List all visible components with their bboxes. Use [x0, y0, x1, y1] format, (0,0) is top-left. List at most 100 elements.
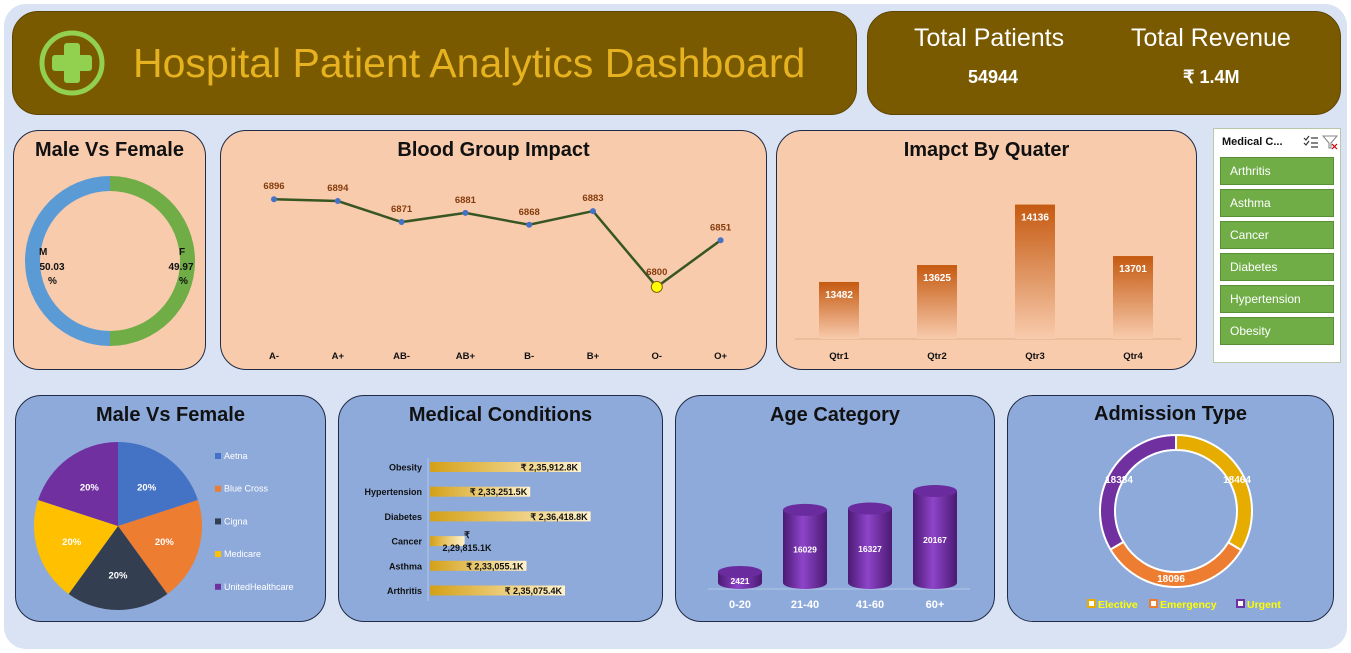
blood-data-label: 6896 [263, 181, 284, 192]
conditions-bar [430, 585, 566, 596]
admission-legend-swatch [1236, 599, 1245, 608]
insurance-pie-chart: 20% 20% 20% 20% 20% Aetna Blue Cross Cigna Medic… [34, 442, 294, 610]
slicer-item-obesity[interactable]: Obesity [1220, 317, 1334, 345]
age-tick-label: 60+ [926, 599, 945, 611]
conditions-chart: Obesity ₹ 2,35,912.8K Hypertension ₹ 2,33,2… [364, 458, 591, 601]
blood-point [650, 280, 663, 293]
slicer-item-arthritis[interactable]: Arthritis [1220, 157, 1334, 185]
age-data-label: 16327 [858, 544, 882, 554]
blood-point [590, 208, 596, 215]
conditions-panel: Medical Conditions Obesity ₹ 2,35,912.8K H… [338, 395, 663, 622]
blood-data-label: 6800 [646, 267, 667, 278]
pie-legend-label: Aetna [224, 451, 248, 461]
gender-donut-panel: Male Vs Female M 50.03 % F 49.97 % [13, 130, 206, 370]
conditions-bar [430, 536, 465, 547]
age-cylinder-top [783, 503, 827, 516]
quarter-bar [1113, 256, 1153, 339]
admission-panel: Admission Type 18464 18096 18384 Elective Em… [1007, 395, 1334, 622]
admission-data-label: 18384 [1105, 475, 1133, 486]
admission-slice [1175, 433, 1253, 552]
admission-chart: 18464 18096 18384 Elective Emergency Urgent [1087, 433, 1281, 611]
age-data-label: 2421 [731, 576, 750, 586]
pie-legend-swatch [215, 518, 221, 525]
age-data-label: 16029 [793, 544, 817, 554]
slicer-item-asthma[interactable]: Asthma [1220, 189, 1334, 217]
conditions-tick-label: Asthma [389, 561, 423, 571]
conditions-tick-label: Diabetes [384, 512, 422, 522]
pie-data-label: 20% [137, 483, 157, 494]
pie-data-label: 20% [80, 483, 100, 494]
quarter-bar [1015, 204, 1055, 339]
total-patients-label: Total Patients [914, 24, 1065, 52]
age-tick-label: 0-20 [729, 599, 751, 611]
blood-data-label: 6881 [455, 195, 477, 206]
conditions-bar [430, 511, 591, 522]
quarter-panel: Imapct By Quater 13482 Qtr1 13625 Qtr2 14136… [776, 130, 1197, 370]
conditions-title: Medical Conditions [408, 404, 593, 426]
blood-group-chart: 6896 A- 6894 A+ 6871 AB- 6881 AB+ 6868 B- 6883 B+ 68… [263, 181, 731, 362]
conditions-bar [430, 560, 527, 571]
insurance-panel: Male Vs Female 20% 20% 20% 20% 20% Aetna Blue … [15, 395, 326, 622]
pie-legend-label: Cigna [224, 516, 248, 526]
blood-data-label: 6868 [519, 207, 540, 218]
admission-legend-label: Urgent [1247, 599, 1281, 611]
pie-legend-label: Blue Cross [224, 484, 269, 494]
blood-tick-label: A+ [332, 351, 345, 362]
age-title: Age Category [769, 404, 901, 426]
donut-slice-female [110, 176, 195, 346]
slicer-item-hypertension[interactable]: Hypertension [1220, 285, 1334, 313]
quarter-data-label: 14136 [1021, 213, 1049, 224]
admission-legend-swatch [1087, 599, 1096, 608]
pie-legend-label: UnitedHealthcare [224, 582, 294, 592]
conditions-bar [430, 486, 531, 497]
blood-tick-label: O- [652, 351, 663, 362]
pie-legend-swatch [215, 453, 221, 459]
blood-point [526, 221, 533, 228]
quarter-tick-label: Qtr4 [1123, 351, 1143, 362]
age-cylinder-body [783, 509, 827, 589]
conditions-data-label: ₹ 2,33,055.1K [466, 561, 524, 571]
quarter-data-label: 13701 [1119, 264, 1147, 275]
age-panel: Age Category 2421 0-20 16029 21-40 16327 41-6… [675, 395, 995, 622]
quarter-bar [819, 281, 859, 339]
slicer-item-diabetes[interactable]: Diabetes [1220, 253, 1334, 281]
blood-point [334, 198, 341, 205]
conditions-data-label: ₹ [464, 530, 470, 540]
total-revenue-label: Total Revenue [1131, 24, 1291, 52]
donut-slice-male [25, 176, 110, 346]
conditions-data-label: ₹ 2,36,418.8K [530, 512, 588, 522]
blood-point [462, 209, 469, 216]
age-chart: 2421 0-20 16029 21-40 16327 41-60 20167 60+ [708, 485, 970, 611]
admission-legend-swatch [1149, 599, 1158, 608]
donut-label-f-unit: % [179, 276, 188, 287]
quarter-data-label: 13625 [923, 273, 951, 284]
multi-select-icon[interactable] [1303, 135, 1319, 149]
admission-data-label: 18096 [1157, 574, 1185, 585]
age-cylinder-body [913, 491, 957, 589]
donut-label-f-value: 49.97 [168, 262, 193, 273]
conditions-tick-label: Hypertension [364, 487, 422, 497]
pie-slice [68, 526, 168, 610]
clear-filter-icon[interactable] [1322, 134, 1338, 150]
slicer-item-cancer[interactable]: Cancer [1220, 221, 1334, 249]
age-tick-label: 41-60 [856, 599, 884, 611]
conditions-tick-label: Arthritis [387, 586, 422, 596]
admission-legend-label: Emergency [1160, 599, 1217, 611]
page-title: Hospital Patient Analytics Dashboard [133, 40, 806, 86]
blood-tick-label: B- [524, 351, 534, 362]
insurance-title: Male Vs Female [96, 404, 245, 426]
age-cylinder-top [718, 565, 762, 578]
conditions-data-label: ₹ 2,33,251.5K [470, 487, 528, 497]
blood-point [271, 196, 277, 203]
title-banner: Hospital Patient Analytics Dashboard [12, 11, 857, 115]
total-patients-value: 54944 [968, 67, 1019, 87]
pie-slice [118, 500, 202, 594]
blood-tick-label: AB- [393, 351, 410, 362]
blood-series-line [273, 197, 722, 289]
gender-donut-title: Male Vs Female [35, 139, 184, 161]
blood-data-label: 6894 [327, 183, 349, 194]
blood-data-label: 6883 [582, 193, 603, 204]
blood-tick-label: AB+ [456, 351, 476, 362]
total-revenue-value: ₹ 1.4M [1183, 67, 1240, 87]
blood-group-title: Blood Group Impact [397, 139, 590, 161]
